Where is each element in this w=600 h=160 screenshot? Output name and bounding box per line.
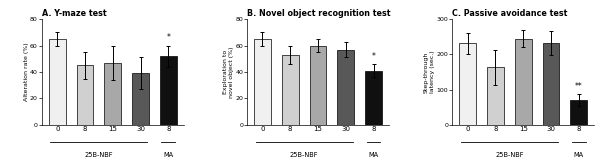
- Bar: [542, 43, 559, 125]
- Bar: [254, 39, 271, 125]
- Bar: [282, 55, 299, 125]
- Bar: [49, 39, 65, 125]
- Text: A. Y-maze test: A. Y-maze test: [42, 9, 107, 18]
- Text: *: *: [166, 33, 170, 42]
- Bar: [365, 71, 382, 125]
- Text: 25B-NBF: 25B-NBF: [495, 152, 524, 158]
- Bar: [460, 43, 476, 125]
- Bar: [487, 67, 504, 125]
- Text: MA: MA: [163, 152, 173, 158]
- Text: **: **: [575, 82, 583, 91]
- Text: B. Novel object recognition test: B. Novel object recognition test: [247, 9, 391, 18]
- Bar: [77, 65, 94, 125]
- Text: MA: MA: [368, 152, 379, 158]
- Text: C. Passive avoidance test: C. Passive avoidance test: [452, 9, 568, 18]
- Bar: [160, 56, 176, 125]
- Bar: [571, 100, 587, 125]
- Text: 25B-NBF: 25B-NBF: [290, 152, 319, 158]
- Bar: [515, 39, 532, 125]
- Bar: [104, 63, 121, 125]
- Bar: [310, 46, 326, 125]
- Text: *: *: [371, 52, 376, 61]
- Bar: [132, 73, 149, 125]
- Y-axis label: Exploration to
novel object (%): Exploration to novel object (%): [223, 46, 234, 98]
- Y-axis label: Alteration rate (%): Alteration rate (%): [23, 43, 29, 101]
- Y-axis label: Step-through
latency (sec.): Step-through latency (sec.): [424, 51, 435, 93]
- Text: 25B-NBF: 25B-NBF: [85, 152, 113, 158]
- Bar: [337, 50, 354, 125]
- Text: MA: MA: [574, 152, 584, 158]
